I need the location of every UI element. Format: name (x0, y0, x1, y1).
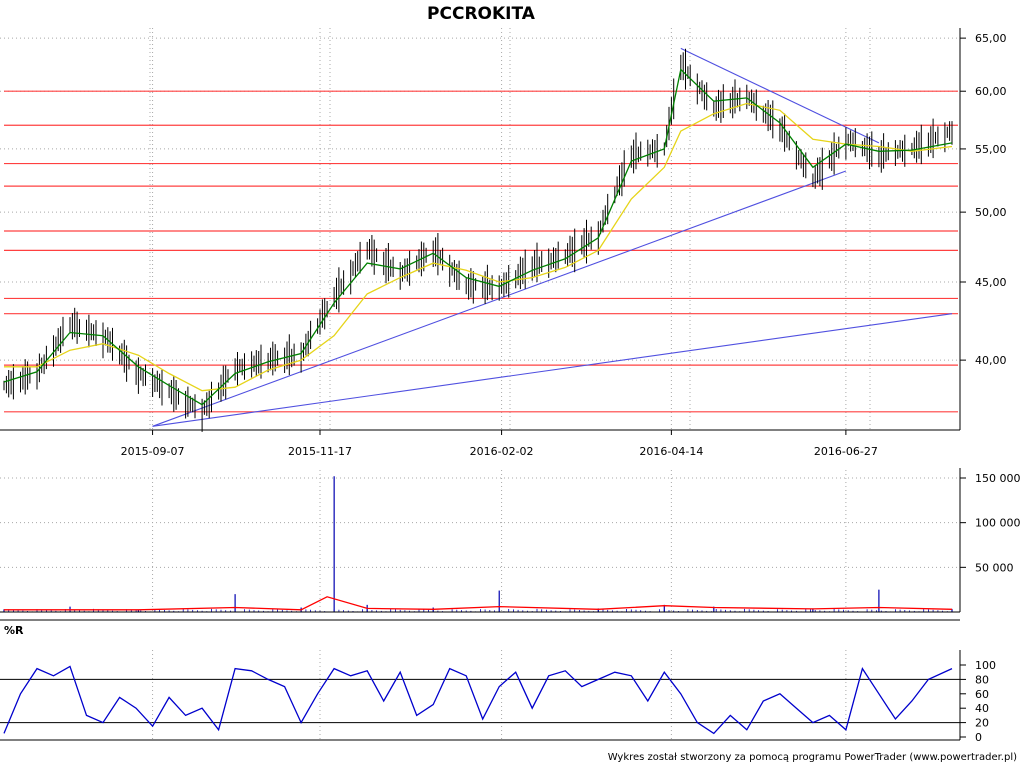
trendline (152, 313, 953, 427)
date-tick-label: 2015-09-07 (121, 445, 185, 458)
williams-r-tick-label: 40 (975, 702, 989, 715)
price-tick-label: 40,00 (975, 354, 1007, 367)
ma-short-line (3, 68, 953, 406)
volume-tick-label: 150 000 (975, 472, 1021, 485)
williams-r-label: %R (4, 624, 24, 637)
williams-r-tick-label: 0 (975, 731, 982, 744)
williams-r-reference-lines (0, 678, 960, 724)
volume-tick-label: 50 000 (975, 561, 1014, 574)
price-y-ticks: 40,00 45,00 50,00 55,00 60,00 65,00 (960, 32, 1007, 367)
volume-bars (3, 476, 953, 612)
williams-r-tick-label: 100 (975, 659, 996, 672)
date-tick-label: 2016-06-27 (814, 445, 878, 458)
volume-panel: 50 000 100 000 150 000 (0, 468, 1021, 613)
volume-tick-label: 100 000 (975, 517, 1021, 530)
williams-r-tick-label: 20 (975, 717, 989, 730)
price-tick-label: 45,00 (975, 276, 1007, 289)
support-resistance-lines (4, 90, 958, 413)
price-tick-label: 50,00 (975, 206, 1007, 219)
volume-y-ticks: 50 000 100 000 150 000 (960, 472, 1021, 574)
date-tick-label: 2016-02-02 (470, 445, 534, 458)
williams-r-tick-label: 60 (975, 688, 989, 701)
date-tick-label: 2016-04-14 (639, 445, 703, 458)
williams-r-line (3, 665, 953, 735)
williams-r-grid (152, 650, 847, 740)
price-candles (3, 48, 953, 432)
ma-long-line (4, 102, 953, 392)
chart-title: PCCROKITA (427, 4, 536, 24)
price-tick-label: 65,00 (975, 32, 1007, 45)
date-tick-label: 2015-11-17 (288, 445, 352, 458)
price-panel: 40,00 45,00 50,00 55,00 60,00 65,00 2015-09-0… (0, 28, 1007, 458)
price-x-ticks: 2015-09-07 2015-11-17 2016-02-02 2016-04-14… (121, 430, 878, 458)
footer-credit: Wykres został stworzony za pomocą progra… (608, 752, 1017, 763)
trendline (680, 47, 880, 144)
volume-grid (0, 470, 960, 612)
volume-average-line (4, 596, 953, 611)
price-tick-label: 55,00 (975, 143, 1007, 156)
williams-r-tick-label: 80 (975, 673, 989, 686)
price-tick-label: 60,00 (975, 85, 1007, 98)
